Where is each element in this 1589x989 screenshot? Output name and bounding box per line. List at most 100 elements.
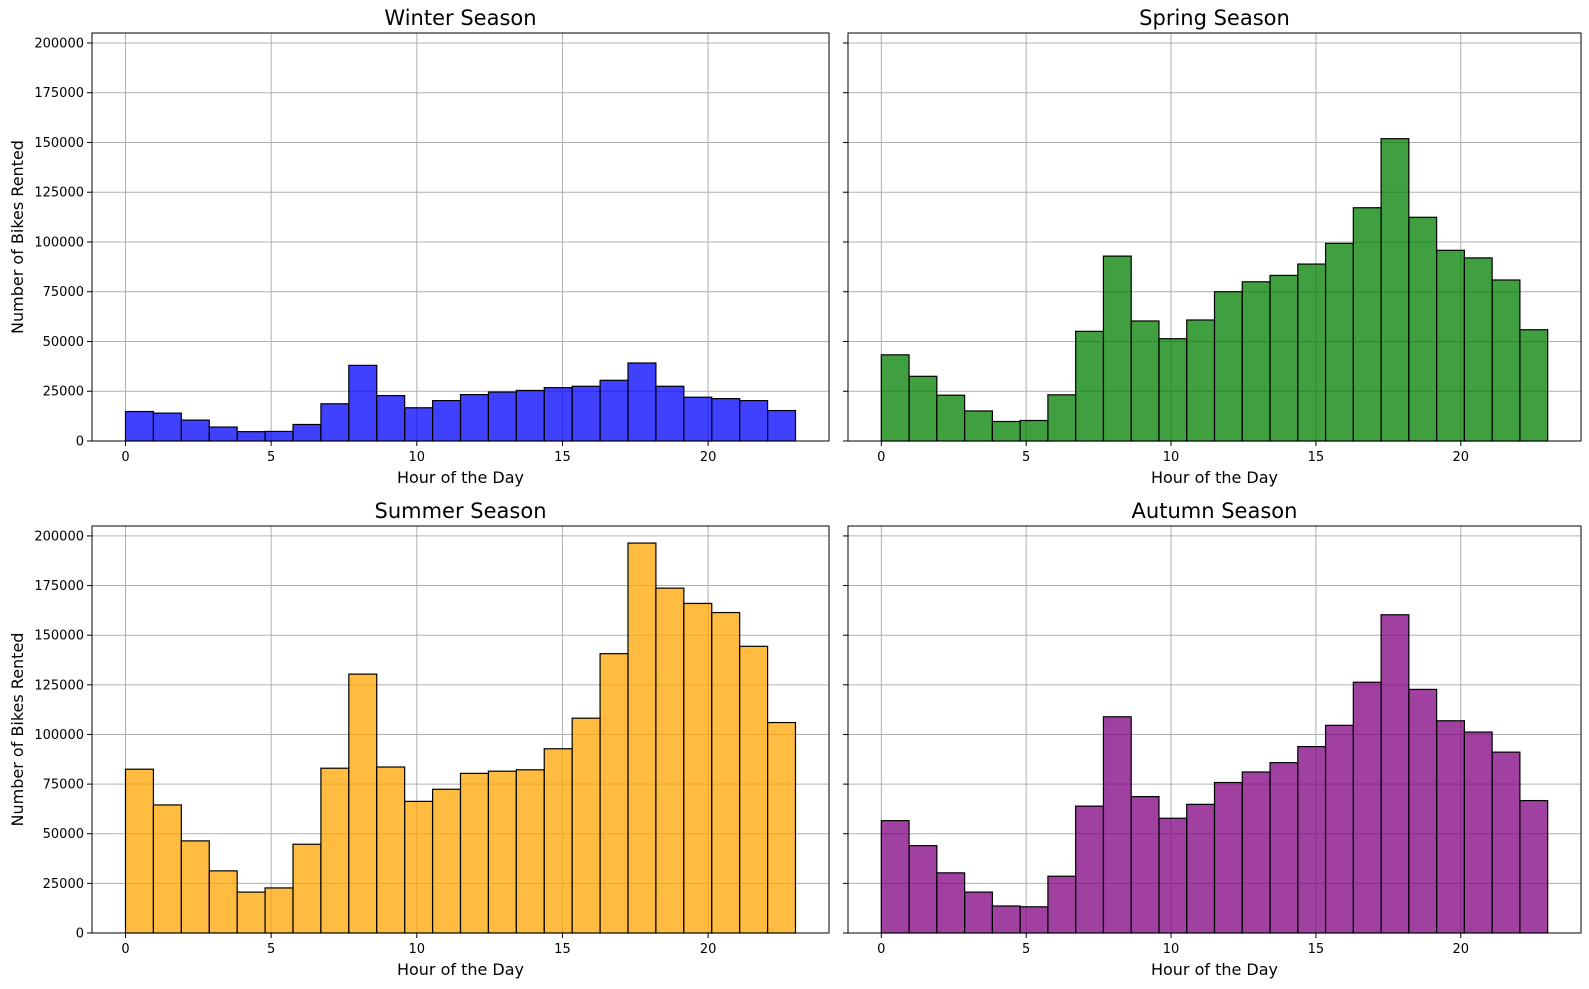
x-tick-label: 20 (700, 450, 717, 465)
bar (908, 375, 938, 442)
x-tick-label: 15 (1308, 942, 1325, 957)
x-tick-label: 15 (1308, 450, 1325, 465)
plot-frame (847, 525, 1582, 934)
bar (1436, 249, 1465, 442)
bar (320, 403, 350, 442)
y-tick-label: 0 (76, 927, 84, 942)
y-tick-label: 100000 (34, 235, 84, 250)
x-tick-label: 10 (1163, 942, 1180, 957)
y-tick-label: 100000 (34, 728, 84, 743)
bar (1019, 906, 1049, 934)
bar (459, 394, 490, 442)
chart-title: Summer Season (375, 499, 547, 523)
x-axis-label: Hour of the Day (1151, 960, 1278, 979)
bar (1158, 817, 1188, 934)
chart-title: Winter Season (384, 6, 536, 30)
bar (543, 748, 573, 934)
bar (936, 872, 966, 934)
x-tick-label: 15 (554, 942, 571, 957)
bar (376, 395, 406, 442)
bar (543, 387, 573, 442)
bar (571, 385, 601, 442)
bar (739, 645, 769, 934)
x-tick-label: 0 (121, 450, 129, 465)
bar (1186, 803, 1216, 934)
plot-frame (847, 32, 1582, 442)
y-tick-label: 25000 (43, 385, 84, 400)
bar (1519, 329, 1549, 442)
bar (208, 870, 238, 934)
bar (487, 770, 517, 934)
x-axis-label: Hour of the Day (397, 960, 524, 979)
bar (1075, 805, 1105, 934)
y-tick-label: 75000 (43, 778, 84, 793)
bar (627, 542, 657, 934)
y-tick-label: 50000 (43, 335, 84, 350)
bar (292, 843, 322, 934)
bar (964, 410, 993, 442)
x-tick-label: 15 (554, 450, 571, 465)
bar (264, 430, 294, 442)
bar (1047, 875, 1077, 934)
bar (655, 587, 685, 934)
bar (208, 426, 238, 442)
bar (1352, 207, 1382, 442)
bar (908, 845, 938, 934)
y-tick-label: 50000 (43, 827, 84, 842)
x-tick-label: 10 (409, 450, 426, 465)
bar (1130, 320, 1160, 442)
bar (683, 602, 713, 934)
y-tick-label: 125000 (34, 678, 84, 693)
x-tick-label: 5 (1022, 942, 1030, 957)
bar (1380, 138, 1410, 442)
bar (936, 394, 966, 442)
bar (1380, 614, 1410, 934)
bar (991, 420, 1021, 442)
bar (599, 379, 629, 442)
bar (1130, 796, 1160, 934)
bar (1324, 724, 1354, 934)
bar (1519, 799, 1549, 934)
bar (766, 721, 797, 934)
bar (1352, 681, 1382, 934)
bar (1491, 751, 1521, 934)
y-axis-label: Number of Bikes Rented (8, 140, 27, 334)
bar (1463, 257, 1493, 442)
bar (515, 769, 545, 934)
y-tick-label: 175000 (34, 579, 84, 594)
bar (739, 399, 769, 442)
plot-frame (91, 525, 830, 934)
bar (1186, 319, 1216, 442)
y-tick-label: 25000 (43, 877, 84, 892)
bar (766, 409, 797, 442)
y-tick-label: 75000 (43, 285, 84, 300)
x-axis-label: Hour of the Day (1151, 468, 1278, 487)
bar (1463, 731, 1493, 934)
x-tick-label: 20 (700, 942, 717, 957)
bar (1491, 279, 1521, 442)
bar (1047, 394, 1077, 442)
bar (487, 391, 517, 442)
bar (404, 407, 434, 442)
bar (627, 362, 657, 442)
bar (236, 431, 266, 442)
x-tick-label: 0 (877, 450, 885, 465)
y-tick-label: 150000 (34, 136, 84, 151)
bar (991, 905, 1021, 934)
x-tick-label: 0 (121, 942, 129, 957)
x-tick-label: 5 (1022, 450, 1030, 465)
y-tick-label: 125000 (34, 186, 84, 201)
bar (236, 891, 266, 934)
x-tick-label: 0 (877, 942, 885, 957)
bar (1102, 255, 1132, 442)
bar (1436, 720, 1465, 934)
chart-title: Autumn Season (1132, 499, 1298, 523)
bar (1213, 291, 1243, 442)
bar (1297, 745, 1327, 934)
y-tick-label: 200000 (34, 529, 84, 544)
bar (1324, 242, 1354, 442)
x-tick-label: 10 (409, 942, 426, 957)
chart-panel-2: 0 5 10 15 20 Spring Season Hour of the Day (843, 6, 1582, 487)
plot-frame (91, 32, 830, 442)
